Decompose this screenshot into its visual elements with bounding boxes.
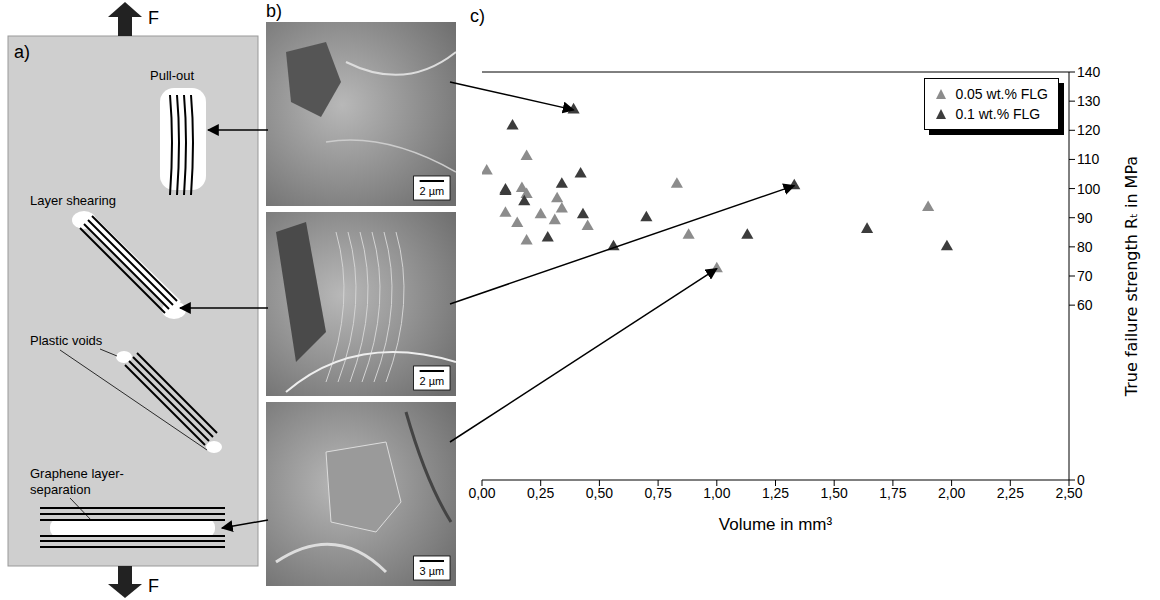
svg-text:2,25: 2,25 xyxy=(997,485,1024,501)
svg-text:140: 140 xyxy=(1077,64,1101,80)
svg-text:60: 60 xyxy=(1077,297,1093,313)
svg-text:0,75: 0,75 xyxy=(644,485,671,501)
svg-text:2 µm: 2 µm xyxy=(419,375,444,387)
svg-text:1,75: 1,75 xyxy=(879,485,906,501)
svg-text:70: 70 xyxy=(1077,268,1093,284)
svg-text:2 µm: 2 µm xyxy=(419,185,444,197)
svg-text:130: 130 xyxy=(1077,93,1101,109)
svg-text:F: F xyxy=(148,576,159,596)
svg-text:F: F xyxy=(148,8,159,28)
svg-text:1,00: 1,00 xyxy=(703,485,730,501)
svg-text:Layer shearing: Layer shearing xyxy=(30,193,116,208)
svg-text:0,50: 0,50 xyxy=(586,485,613,501)
html-text:0.05 wt.% FLG: 0.05 wt.% FLG xyxy=(955,86,1048,102)
svg-text:Plastic voids: Plastic voids xyxy=(30,333,103,348)
html-text:0.1 wt.% FLG: 0.1 wt.% FLG xyxy=(955,106,1041,122)
svg-text:b): b) xyxy=(266,1,282,21)
svg-text:1,50: 1,50 xyxy=(821,485,848,501)
svg-text:Pull-out: Pull-out xyxy=(150,68,194,83)
svg-text:True failure strength Rₜ in MP: True failure strength Rₜ in MPa xyxy=(1122,156,1141,397)
svg-text:1,25: 1,25 xyxy=(762,485,789,501)
svg-text:0: 0 xyxy=(1077,472,1085,488)
svg-text:3 µm: 3 µm xyxy=(419,565,444,577)
svg-text:Volume in mm³: Volume in mm³ xyxy=(719,515,833,534)
svg-text:110: 110 xyxy=(1077,151,1100,167)
svg-text:0,00: 0,00 xyxy=(468,485,495,501)
svg-text:80: 80 xyxy=(1077,239,1093,255)
svg-text:Graphene layer-: Graphene layer- xyxy=(30,466,124,481)
svg-text:0,25: 0,25 xyxy=(527,485,554,501)
svg-text:separation: separation xyxy=(30,482,91,497)
svg-text:120: 120 xyxy=(1077,122,1101,138)
svg-text:100: 100 xyxy=(1077,181,1101,197)
svg-text:c): c) xyxy=(470,6,485,26)
svg-text:a): a) xyxy=(14,42,30,62)
svg-text:2,50: 2,50 xyxy=(1055,484,1083,501)
svg-text:90: 90 xyxy=(1077,210,1093,226)
svg-text:2,00: 2,00 xyxy=(938,485,965,501)
